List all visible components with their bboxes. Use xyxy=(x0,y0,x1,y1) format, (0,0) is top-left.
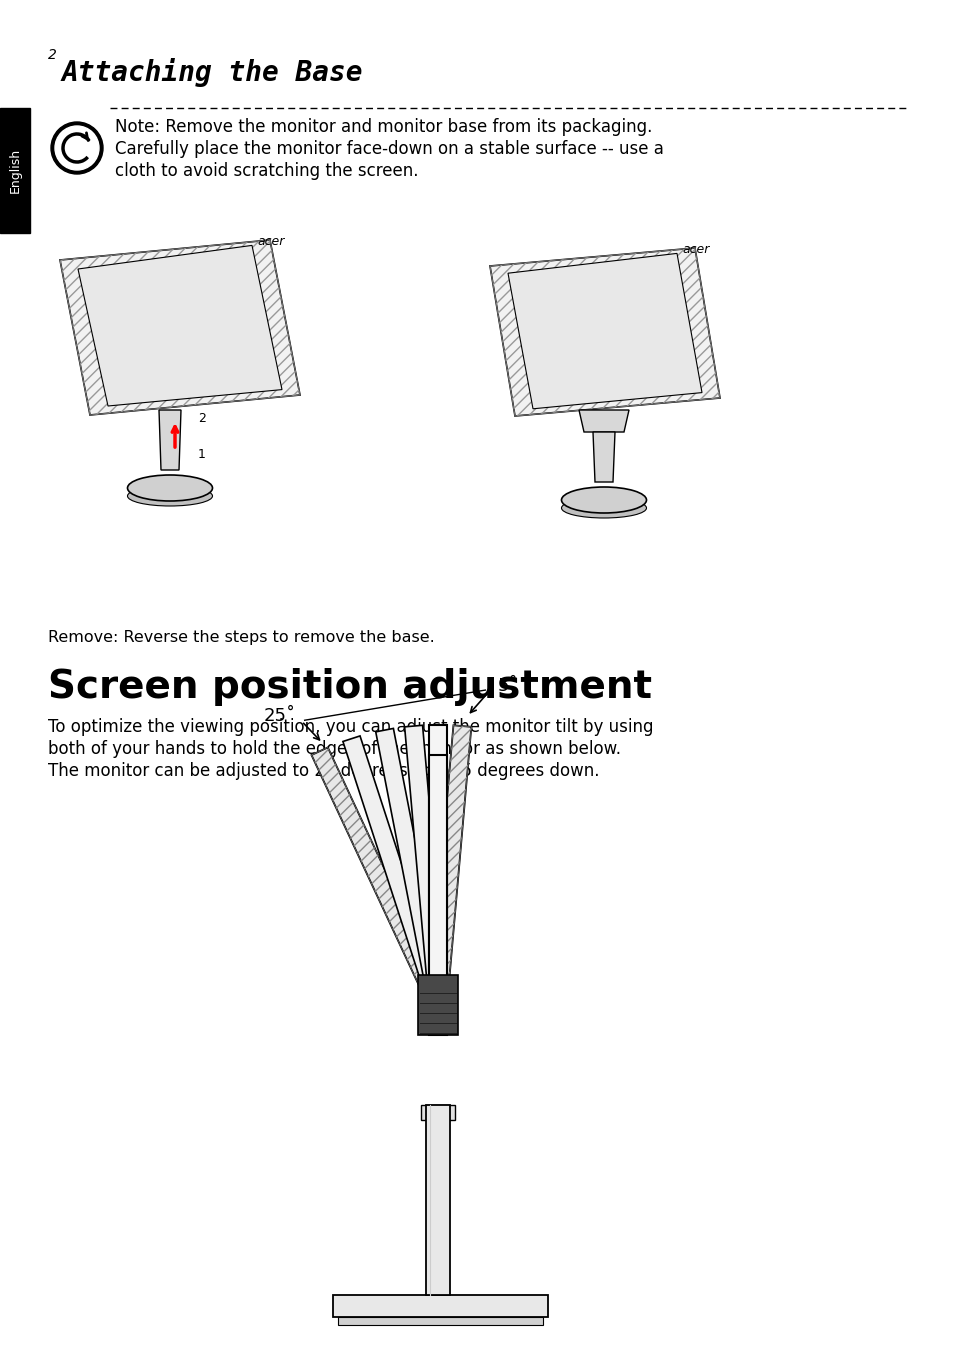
Text: acer: acer xyxy=(257,234,285,248)
Text: Carefully place the monitor face-down on a stable surface -- use a: Carefully place the monitor face-down on… xyxy=(115,140,663,159)
Polygon shape xyxy=(578,411,628,432)
Text: To optimize the viewing position, you can adjust the monitor tilt by using: To optimize the viewing position, you ca… xyxy=(48,718,653,736)
Polygon shape xyxy=(507,253,701,409)
Text: 25˚: 25˚ xyxy=(263,707,295,725)
Polygon shape xyxy=(429,755,447,1035)
Bar xyxy=(337,1317,542,1325)
Text: English: English xyxy=(9,148,22,192)
Bar xyxy=(420,1104,455,1121)
Circle shape xyxy=(51,122,103,173)
Text: acer: acer xyxy=(682,243,709,256)
Polygon shape xyxy=(429,725,447,1005)
Polygon shape xyxy=(404,725,447,1005)
Polygon shape xyxy=(375,729,446,1007)
Polygon shape xyxy=(490,248,720,416)
Text: 2: 2 xyxy=(48,47,57,62)
Text: Remove: Reverse the steps to remove the base.: Remove: Reverse the steps to remove the … xyxy=(48,630,435,645)
Text: 2: 2 xyxy=(198,412,206,424)
Polygon shape xyxy=(593,432,615,482)
Text: The monitor can be adjusted to 25 degrees up or 5 degrees down.: The monitor can be adjusted to 25 degree… xyxy=(48,762,598,780)
Text: Screen position adjustment: Screen position adjustment xyxy=(48,668,651,706)
Polygon shape xyxy=(429,725,471,1005)
Ellipse shape xyxy=(561,499,646,518)
Polygon shape xyxy=(78,245,282,406)
Polygon shape xyxy=(159,411,181,470)
Text: Attaching the Base: Attaching the Base xyxy=(62,58,363,87)
Circle shape xyxy=(192,444,212,465)
Ellipse shape xyxy=(128,476,213,501)
Circle shape xyxy=(55,126,99,169)
Ellipse shape xyxy=(128,486,213,505)
Text: 5˚: 5˚ xyxy=(497,678,517,695)
Bar xyxy=(417,976,457,1035)
Polygon shape xyxy=(312,748,446,1009)
Text: Note: Remove the monitor and monitor base from its packaging.: Note: Remove the monitor and monitor bas… xyxy=(115,118,652,136)
Bar xyxy=(426,1104,450,1295)
Text: cloth to avoid scratching the screen.: cloth to avoid scratching the screen. xyxy=(115,163,418,180)
Polygon shape xyxy=(60,240,299,415)
Bar xyxy=(0,108,30,233)
Text: 1: 1 xyxy=(198,449,206,462)
Polygon shape xyxy=(342,736,446,1008)
Bar xyxy=(333,1295,547,1317)
Ellipse shape xyxy=(561,486,646,514)
Circle shape xyxy=(192,408,212,428)
Text: both of your hands to hold the edges of the monitor as shown below.: both of your hands to hold the edges of … xyxy=(48,740,620,757)
